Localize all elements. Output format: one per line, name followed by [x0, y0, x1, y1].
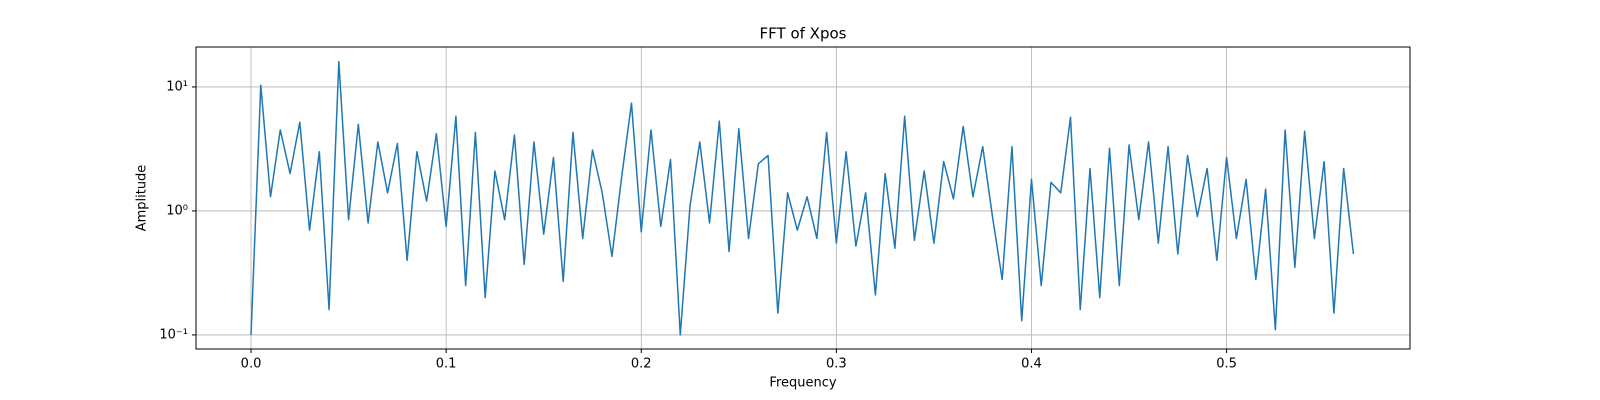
plot-frame	[195, 46, 1411, 350]
x-tick-label: 0.2	[631, 357, 652, 372]
y-axis-label: Amplitude	[135, 165, 150, 232]
x-tick-label: 0.0	[241, 357, 262, 372]
x-tick-label: 0.5	[1216, 357, 1237, 372]
x-tick-label: 0.3	[826, 357, 847, 372]
y-tick-label: 10¹	[166, 79, 188, 94]
x-tick-label: 0.1	[436, 357, 457, 372]
y-tick-label: 10⁻¹	[159, 327, 188, 342]
y-tick-label: 10⁰	[166, 203, 188, 218]
x-tick-label: 0.4	[1021, 357, 1042, 372]
chart-title: FFT of Xpos	[760, 25, 847, 43]
data-line	[250, 60, 1355, 336]
x-axis-label: Frequency	[769, 376, 836, 391]
